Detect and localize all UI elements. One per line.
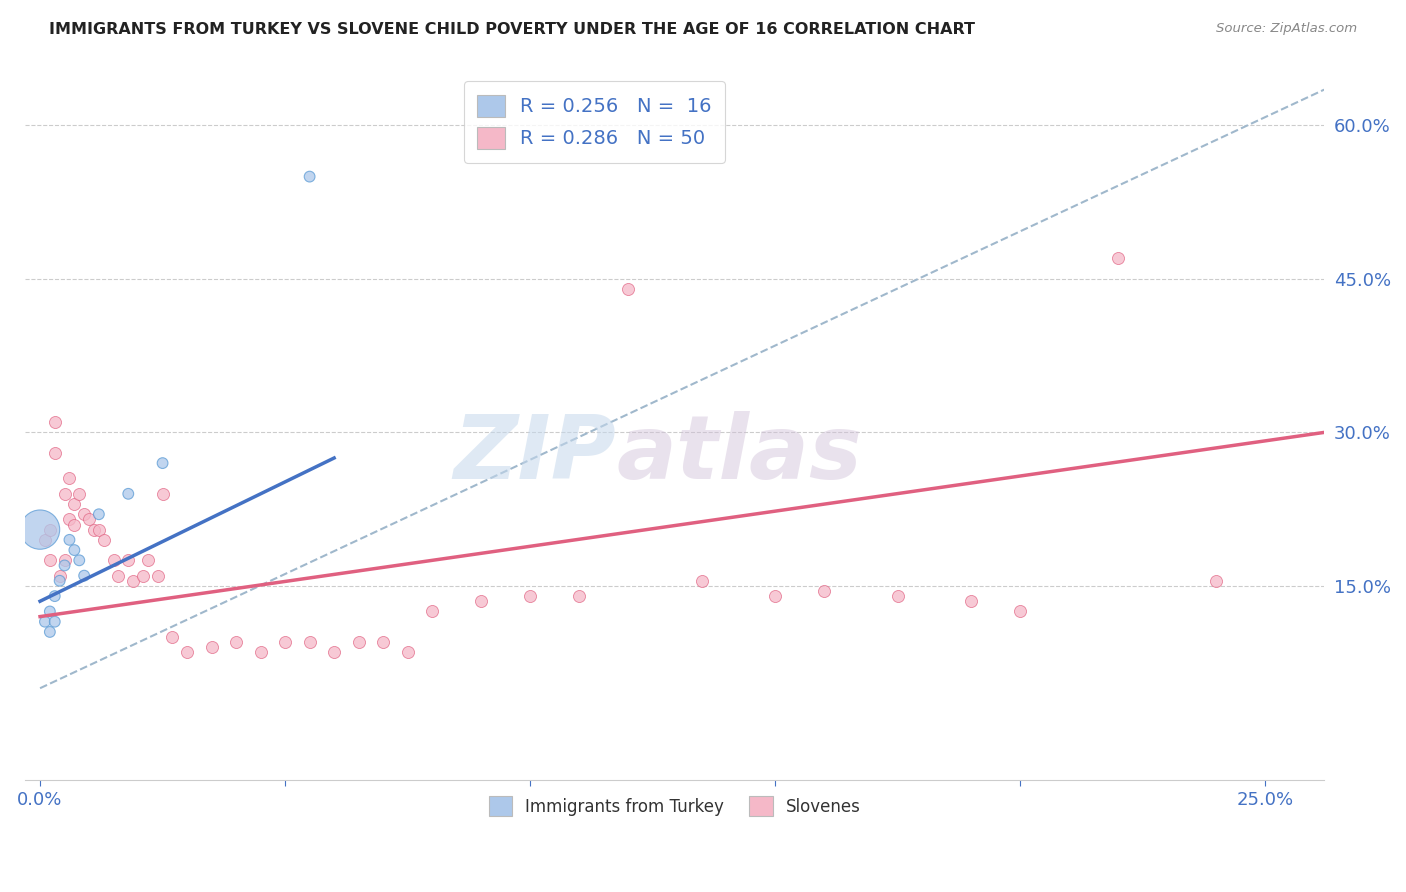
Point <box>960 594 983 608</box>
Point <box>1205 574 1227 588</box>
Text: Source: ZipAtlas.com: Source: ZipAtlas.com <box>1216 22 1357 36</box>
Point <box>347 635 370 649</box>
Point <box>1107 252 1129 266</box>
Point <box>117 553 139 567</box>
Text: IMMIGRANTS FROM TURKEY VS SLOVENE CHILD POVERTY UNDER THE AGE OF 16 CORRELATION : IMMIGRANTS FROM TURKEY VS SLOVENE CHILD … <box>49 22 976 37</box>
Point <box>107 568 129 582</box>
Text: ZIP: ZIP <box>454 411 616 498</box>
Point <box>323 645 346 659</box>
Point <box>44 446 66 460</box>
Point <box>1010 605 1032 619</box>
Point <box>249 645 271 659</box>
Point <box>38 523 60 537</box>
Point <box>53 558 76 573</box>
Point <box>67 553 90 567</box>
Point <box>87 523 110 537</box>
Point <box>420 605 443 619</box>
Point <box>63 543 86 558</box>
Point <box>176 645 198 659</box>
Point <box>34 615 56 629</box>
Point <box>73 568 96 582</box>
Point <box>44 615 66 629</box>
Point <box>53 487 76 501</box>
Point <box>38 624 60 639</box>
Text: atlas: atlas <box>616 411 862 498</box>
Point <box>63 517 86 532</box>
Point <box>87 508 110 522</box>
Point <box>122 574 145 588</box>
Point <box>519 589 541 603</box>
Point <box>763 589 786 603</box>
Point <box>136 553 159 567</box>
Point <box>28 523 51 537</box>
Point <box>813 584 835 599</box>
Point <box>103 553 125 567</box>
Point <box>132 568 155 582</box>
Point <box>225 635 247 649</box>
Point <box>298 169 321 184</box>
Point <box>48 574 70 588</box>
Point <box>617 282 640 296</box>
Point <box>690 574 713 588</box>
Point <box>77 512 100 526</box>
Point <box>152 487 174 501</box>
Point <box>73 508 96 522</box>
Legend: Immigrants from Turkey, Slovenes: Immigrants from Turkey, Slovenes <box>478 787 870 826</box>
Point <box>63 497 86 511</box>
Point <box>470 594 492 608</box>
Point <box>274 635 297 649</box>
Point <box>93 533 115 547</box>
Point <box>83 523 105 537</box>
Point <box>568 589 591 603</box>
Point <box>371 635 394 649</box>
Point <box>117 487 139 501</box>
Point <box>53 553 76 567</box>
Point <box>200 640 222 655</box>
Point <box>38 605 60 619</box>
Point <box>298 635 321 649</box>
Point <box>396 645 419 659</box>
Point <box>38 553 60 567</box>
Point <box>58 471 80 485</box>
Point <box>58 512 80 526</box>
Point <box>44 415 66 429</box>
Point <box>887 589 910 603</box>
Point <box>67 487 90 501</box>
Point <box>58 533 80 547</box>
Point <box>152 456 174 470</box>
Point <box>48 568 70 582</box>
Point <box>44 589 66 603</box>
Point <box>162 630 184 644</box>
Point <box>34 533 56 547</box>
Point <box>146 568 169 582</box>
